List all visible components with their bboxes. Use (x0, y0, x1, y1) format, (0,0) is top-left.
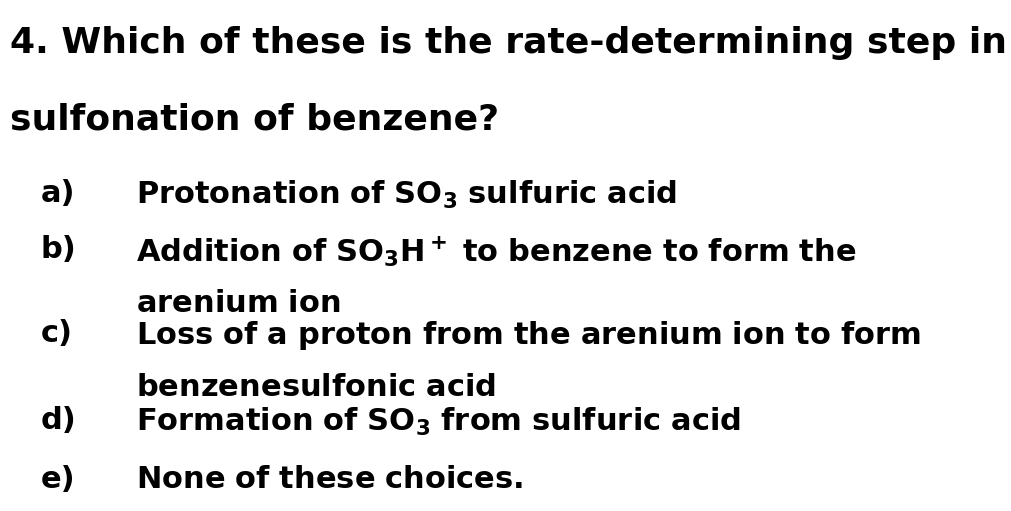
Text: $\mathbf{benzenesulfonic\ acid}$: $\mathbf{benzenesulfonic\ acid}$ (136, 373, 496, 402)
Text: $\mathbf{arenium\ ion}$: $\mathbf{arenium\ ion}$ (136, 289, 341, 318)
Text: e): e) (40, 465, 75, 494)
Text: $\mathbf{Protonation\ of\ SO_3\ sulfuric\ acid}$: $\mathbf{Protonation\ of\ SO_3\ sulfuric… (136, 179, 677, 211)
Text: d): d) (40, 406, 76, 435)
Text: a): a) (40, 179, 75, 208)
Text: $\mathbf{None\ of\ these\ choices.}$: $\mathbf{None\ of\ these\ choices.}$ (136, 465, 524, 494)
Text: sulfonation of benzene?: sulfonation of benzene? (10, 102, 499, 136)
Text: $\mathbf{Formation\ of\ SO_3\ from\ sulfuric\ acid}$: $\mathbf{Formation\ of\ SO_3\ from\ sulf… (136, 406, 741, 438)
Text: b): b) (40, 235, 76, 264)
Text: $\mathbf{Loss\ of\ a\ proton\ from\ the\ arenium\ ion\ to\ form}$: $\mathbf{Loss\ of\ a\ proton\ from\ the\… (136, 319, 921, 353)
Text: 4. Which of these is the rate-determining step in the: 4. Which of these is the rate-determinin… (10, 26, 1011, 60)
Text: c): c) (40, 319, 73, 349)
Text: $\mathbf{Addition\ of\ SO_3H^+\ to\ benzene\ to\ form\ the}$: $\mathbf{Addition\ of\ SO_3H^+\ to\ benz… (136, 235, 857, 269)
